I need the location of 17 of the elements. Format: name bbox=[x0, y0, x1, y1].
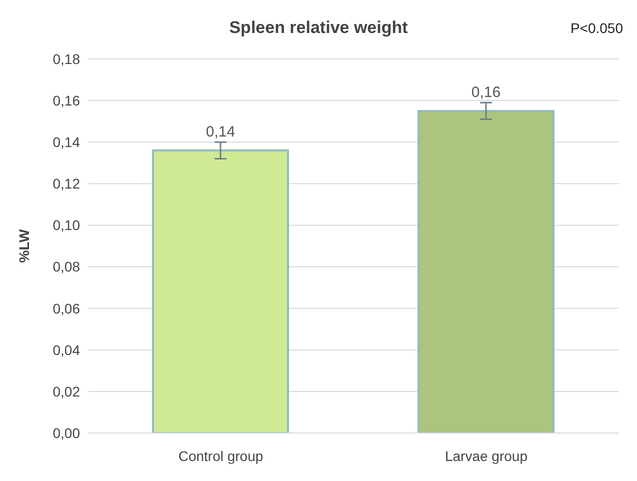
x-tick-label: Control group bbox=[178, 448, 264, 464]
y-tick-label: 0,02 bbox=[52, 383, 80, 400]
y-tick-label: 0,10 bbox=[52, 217, 80, 234]
chart-title: Spleen relative weight bbox=[229, 18, 408, 37]
y-tick-label: 0,16 bbox=[52, 92, 80, 109]
y-tick-label: 0,14 bbox=[52, 134, 80, 150]
y-tick-label: 0,18 bbox=[52, 50, 80, 67]
text: P<0.050 bbox=[570, 20, 623, 36]
y-tick-label: 0,04 bbox=[52, 342, 80, 358]
data-label: 0,16 bbox=[471, 84, 501, 101]
y-tick-label: 0,12 bbox=[52, 176, 80, 192]
x-tick-label: Larvae group bbox=[444, 448, 528, 464]
y-axis-title: %LW bbox=[16, 228, 32, 263]
data-label: 0,14 bbox=[206, 123, 236, 140]
y-tick-label: 0,08 bbox=[52, 258, 80, 275]
y-tick-label: 0,06 bbox=[52, 300, 80, 316]
y-tick-label: 0,00 bbox=[52, 424, 80, 441]
